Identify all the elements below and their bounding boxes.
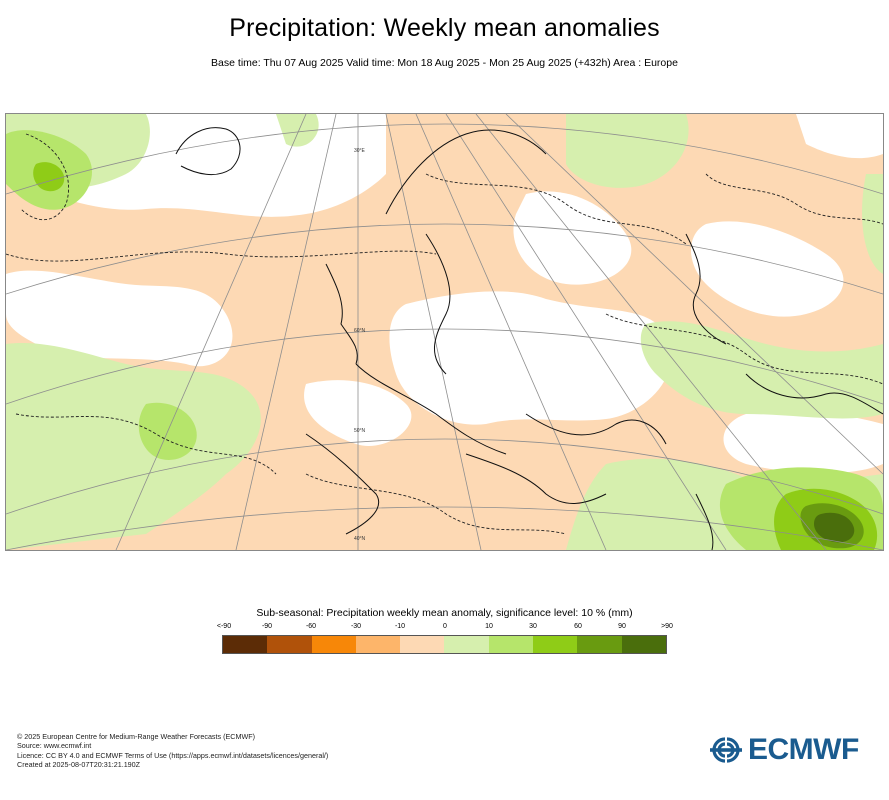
graticule xyxy=(6,114,883,550)
legend-color-swatch xyxy=(488,636,534,653)
legend-color-swatch xyxy=(577,636,622,653)
page-title: Precipitation: Weekly mean anomalies xyxy=(229,14,660,42)
footer: © 2025 European Centre for Medium-Range … xyxy=(17,732,328,769)
legend-color-swatch xyxy=(311,636,356,653)
graticule-label: 30°E xyxy=(354,148,366,154)
legend-tick: -60 xyxy=(305,623,317,630)
legend-tick: 10 xyxy=(485,623,493,630)
graticule-label: 40°N xyxy=(354,536,366,542)
legend-color-swatch xyxy=(223,636,268,653)
legend-tick: 30 xyxy=(529,623,537,630)
neutral-areas xyxy=(6,114,883,534)
licence-text: Licence: CC BY 4.0 and ECMWF Terms of Us… xyxy=(17,750,329,760)
strong-positive-areas xyxy=(33,162,878,550)
ecmwf-logo[interactable]: ECMWF xyxy=(706,734,859,766)
legend-tick: 90 xyxy=(618,623,626,630)
ecmwf-logo-icon xyxy=(710,737,742,763)
legend-color-swatch xyxy=(355,636,401,653)
legend-tick: -10 xyxy=(394,623,406,630)
legend-tick-labels: <-90 -90 -60 -30 -10 0 10 30 60 90 >90 xyxy=(200,623,690,635)
legend-color-swatch xyxy=(533,636,578,653)
legend-tick: 60 xyxy=(574,623,582,630)
legend-tick: 0 xyxy=(443,623,447,630)
anomaly-map[interactable]: 30°E 60°N 50°N 40°N xyxy=(5,113,884,551)
graticule-label: 60°N xyxy=(354,328,366,334)
legend-color-swatch xyxy=(444,636,489,653)
source-text: Source: www.ecmwf.int xyxy=(17,741,92,751)
created-text: Created at 2025-08-07T20:31:21.190Z xyxy=(17,759,141,769)
graticule-label: 50°N xyxy=(354,428,366,434)
legend-color-swatch xyxy=(400,636,445,653)
legend-tick: -30 xyxy=(350,623,362,630)
legend-colorbar xyxy=(222,635,667,654)
legend-tick: -90 xyxy=(261,623,273,630)
legend-color-swatch xyxy=(267,636,312,653)
coastlines xyxy=(175,127,883,550)
ecmwf-logo-text: ECMWF xyxy=(748,733,859,766)
map-canvas: 30°E 60°N 50°N 40°N xyxy=(6,114,883,550)
legend-title: Sub-seasonal: Precipitation weekly mean … xyxy=(256,607,633,619)
page-subtitle: Base time: Thu 07 Aug 2025 Valid time: M… xyxy=(211,57,678,69)
significance-contours xyxy=(6,133,883,535)
legend-color-swatch xyxy=(621,636,666,653)
legend-tick: <-90 xyxy=(216,623,232,630)
legend-tick: >90 xyxy=(661,623,673,630)
copyright-text: © 2025 European Centre for Medium-Range … xyxy=(17,732,256,741)
